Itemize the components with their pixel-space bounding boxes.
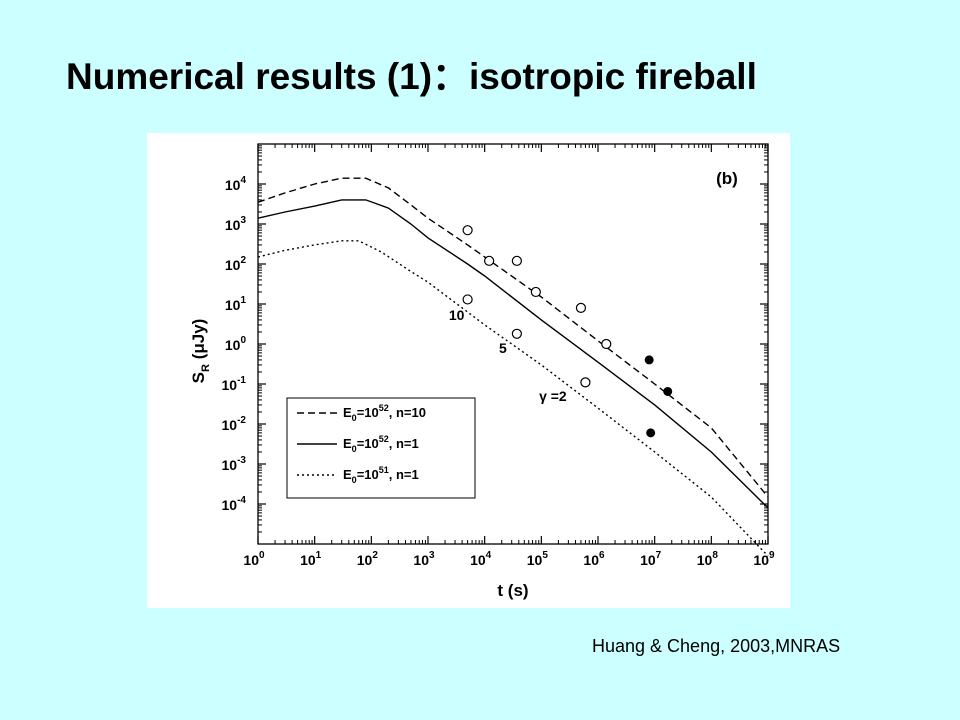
svg-text:SR (μJy): SR (μJy) — [189, 319, 212, 384]
curve-annotation: 10 — [449, 307, 465, 323]
y-tick-label: 10-3 — [222, 455, 247, 473]
x-tick-label: 104 — [470, 550, 492, 568]
x-tick-label: 102 — [357, 550, 379, 568]
open-marker — [601, 338, 612, 350]
curve-annotation: γ =2 — [539, 388, 567, 404]
x-axis-label: t (s) — [497, 581, 528, 600]
markers — [462, 225, 673, 438]
open-marker — [462, 225, 473, 236]
citation: Huang & Cheng, 2003,MNRAS — [592, 636, 841, 656]
x-tick-label: 108 — [697, 550, 719, 568]
x-tick-label: 100 — [243, 550, 265, 568]
open-marker — [462, 294, 473, 305]
y-axis-label: SR (μJy) — [189, 319, 212, 384]
x-tick-label: 106 — [583, 550, 605, 568]
x-tick-label: 109 — [753, 550, 775, 568]
curve-annotation: 5 — [499, 340, 507, 356]
x-tick-label: 107 — [640, 550, 662, 568]
legend-label-1: E0=1052, n=10 — [343, 403, 426, 423]
legend-label-2: E0=1052, n=1 — [343, 434, 419, 454]
figure-panel: 100 101 102 103 104 105 106 107 108 109 10-4 10-3 10… — [147, 133, 790, 608]
y-tick-label: 104 — [225, 175, 247, 193]
series-line-1 — [257, 177, 769, 498]
y-tick-label: 103 — [225, 215, 247, 233]
series — [257, 177, 769, 557]
open-marker — [580, 377, 591, 388]
series-line-2 — [257, 199, 769, 509]
filled-marker — [644, 355, 654, 365]
light-curve-chart: 100 101 102 103 104 105 106 107 108 10910-410-310… — [189, 143, 775, 600]
open-marker — [484, 255, 495, 266]
x-tick-label: 101 — [300, 550, 322, 568]
y-tick-label: 10-4 — [222, 495, 247, 513]
filled-marker — [646, 428, 656, 438]
open-marker — [575, 302, 587, 313]
legend-box — [286, 397, 476, 499]
open-marker — [511, 328, 522, 339]
y-tick-label: 101 — [225, 295, 247, 313]
filled-marker — [663, 386, 673, 396]
x-tick-label: 103 — [413, 550, 435, 568]
y-tick-label: 10-1 — [222, 375, 247, 393]
open-marker — [530, 286, 541, 298]
y-tick-label: 102 — [225, 255, 247, 273]
open-marker — [511, 255, 522, 266]
legend-label-3: E0=1051, n=1 — [343, 465, 419, 485]
x-tick-label: 105 — [527, 550, 549, 568]
ticks: 100 101 102 103 104 105 106 107 108 10910-410-310… — [222, 144, 775, 568]
y-tick-label: 10-2 — [222, 415, 247, 433]
y-tick-label: 100 — [225, 335, 247, 353]
slide-title: Numerical results (1)：isotropic fireball — [66, 56, 757, 97]
annotations: 10 5 γ =2 — [449, 307, 567, 404]
panel-label: (b) — [716, 169, 738, 188]
legend: E0=1052, n=10 E0=1052, n=1 E0=1051, n=1 — [286, 397, 476, 499]
